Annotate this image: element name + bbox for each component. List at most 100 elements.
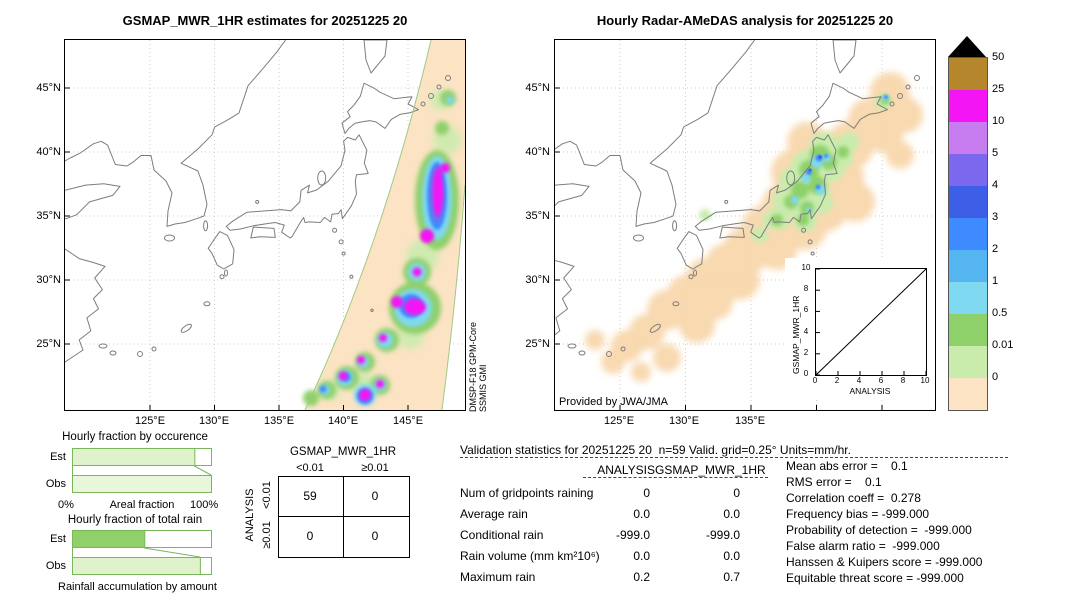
stat-equitable-threat: Equitable threat score = -999.000 — [786, 571, 964, 585]
totalrain-obs-label: Obs — [45, 560, 66, 572]
stats-row-gsmap-1: 0.0 — [723, 507, 740, 521]
left-lon-tick-135: 135°E — [263, 415, 295, 427]
contingency-col-header-lt: <0.01 — [296, 462, 324, 474]
colorbar-cell — [949, 378, 987, 410]
left-map-axis-ticks — [65, 87, 409, 410]
stats-col-analysis: ANALYSIS — [597, 463, 655, 477]
colorbar-tick-label: 5 — [992, 147, 999, 159]
right-lat-tick-25: 25°N — [525, 338, 550, 350]
fraction-connector-line — [144, 547, 200, 558]
contingency-col-header-ge: ≥0.01 — [361, 462, 389, 474]
credit-label: Provided by JWA/JMA — [559, 396, 669, 408]
contingency-axis-label: ANALYSIS — [244, 488, 256, 542]
colorbar-tick-label: 4 — [992, 179, 999, 191]
colorbar-cell — [949, 186, 987, 218]
stats-row-analysis-0: 0 — [643, 486, 650, 500]
right-map-canvas — [533, 39, 935, 410]
colorbar-cell — [949, 314, 987, 346]
left-lon-tick-140: 140°E — [327, 415, 359, 427]
left-lat-tick-40: 40°N — [36, 146, 61, 158]
colorbar-cell — [949, 346, 987, 378]
inset-ytick-2: 2 — [803, 348, 809, 357]
inset-ytick-0: 0 — [803, 369, 809, 378]
right-lon-tick-130: 130°E — [668, 415, 700, 427]
left-lat-tick-30: 30°N — [36, 274, 61, 286]
contingency-row-header-ge: ≥0.01 — [261, 521, 273, 549]
stats-row-label-3: Rain volume (mm km²10⁶) — [460, 549, 600, 563]
colorbar: 50 25 10 5 4 3 2 1 0.5 0.01 0 — [948, 36, 1068, 416]
contingency-cell-10: 0 — [306, 529, 314, 543]
right-lat-tick-40: 40°N — [525, 146, 550, 158]
stat-rms-error: RMS error = 0.1 — [786, 475, 882, 489]
inset-scatter: GSMAP_MWR_1HR 0 2 4 6 8 10 0 2 4 6 8 — [785, 258, 933, 398]
contingency-grid-hline — [279, 516, 409, 517]
left-lon-tick-130: 130°E — [198, 415, 230, 427]
contingency-row-header-lt: <0.01 — [261, 481, 273, 509]
right-map — [533, 39, 936, 411]
stats-col-gsmap: GSMAP_MWR_1HR — [655, 463, 766, 477]
stats-row-gsmap-0: 0 — [733, 486, 740, 500]
stats-title-divider — [460, 457, 1008, 458]
colorbar-tick-label: 3 — [992, 211, 999, 223]
fraction-bar-fill — [72, 475, 212, 493]
fraction-bar-fill — [72, 557, 201, 575]
colorbar-tick-label: 0.01 — [992, 339, 1014, 351]
left-map — [64, 39, 466, 411]
right-lat-tick-35: 35°N — [525, 210, 550, 222]
right-lon-tick-135: 135°E — [734, 415, 766, 427]
inset-xtick-6: 6 — [878, 376, 884, 385]
inset-ytick-10: 10 — [801, 263, 811, 272]
totalrain-bars — [72, 530, 212, 575]
stats-row-label-2: Conditional rain — [460, 528, 544, 542]
fraction-connector-line — [194, 465, 212, 476]
inset-xtick-8: 8 — [900, 376, 906, 385]
colorbar-tick-label: 2 — [992, 243, 999, 255]
contingency-cell-11: 0 — [371, 529, 379, 543]
contingency-cell-00: 59 — [303, 489, 317, 503]
sensor-names-label: SSMIS GMI — [478, 364, 488, 412]
left-lon-tick-145: 145°E — [392, 415, 424, 427]
contingency-cell-01: 0 — [371, 489, 379, 503]
occurrence-x0: 0% — [58, 499, 74, 511]
stat-prob-of-detection: Probability of detection = -999.000 — [786, 523, 972, 537]
left-map-canvas — [64, 39, 466, 411]
fraction-bar-fill — [72, 448, 196, 466]
colorbar-tick-label: 1 — [992, 275, 999, 287]
totalrain-caption: Rainfall accumulation by amount — [58, 581, 217, 593]
left-lat-tick-35: 35°N — [36, 210, 61, 222]
stat-false-alarm-ratio: False alarm ratio = -999.000 — [786, 539, 940, 553]
right-lon-tick-125: 125°E — [603, 415, 635, 427]
colorbar-overflow-triangle — [948, 36, 986, 57]
stats-row-label-0: Num of gridpoints raining — [460, 486, 594, 500]
colorbar-tick-label: 25 — [992, 83, 1005, 95]
stats-row-analysis-2: -999.0 — [615, 528, 650, 542]
stats-row-gsmap-2: -999.0 — [705, 528, 740, 542]
occurrence-bars — [72, 448, 212, 493]
left-lon-tick-125: 125°E — [134, 415, 166, 427]
occurrence-xlabel: Areal fraction — [109, 499, 175, 511]
inset-xtick-4: 4 — [856, 376, 862, 385]
inset-xlabel: ANALYSIS — [849, 386, 891, 396]
contingency-grid-vline — [343, 477, 344, 557]
colorbar-cell — [949, 90, 987, 122]
right-lat-tick-30: 30°N — [525, 274, 550, 286]
left-lat-tick-45: 45°N — [36, 82, 61, 94]
inset-plot-canvas — [815, 268, 927, 376]
precip-magenta-blobs — [338, 163, 450, 401]
occurrence-x1: 100% — [190, 499, 219, 511]
colorbar-tick-label: 10 — [992, 115, 1005, 127]
occurrence-obs-label: Obs — [45, 478, 66, 490]
inset-ytick-8: 8 — [803, 284, 809, 293]
stats-row-gsmap-3: 0.0 — [723, 549, 740, 563]
inset-ytick-6: 6 — [803, 305, 809, 314]
occurrence-est-label: Est — [50, 451, 66, 463]
stat-hanssen-kuipers: Hanssen & Kuipers score = -999.000 — [786, 555, 983, 569]
colorbar-cell — [949, 58, 987, 90]
inset-xtick-10: 10 — [920, 376, 930, 385]
occurrence-chart-title: Hourly fraction by occurence — [62, 431, 208, 443]
identity-line — [815, 268, 927, 376]
stats-row-label-4: Maximum rain — [460, 570, 536, 584]
stats-row-label-1: Average rain — [460, 507, 528, 521]
colorbar-cell — [949, 218, 987, 250]
